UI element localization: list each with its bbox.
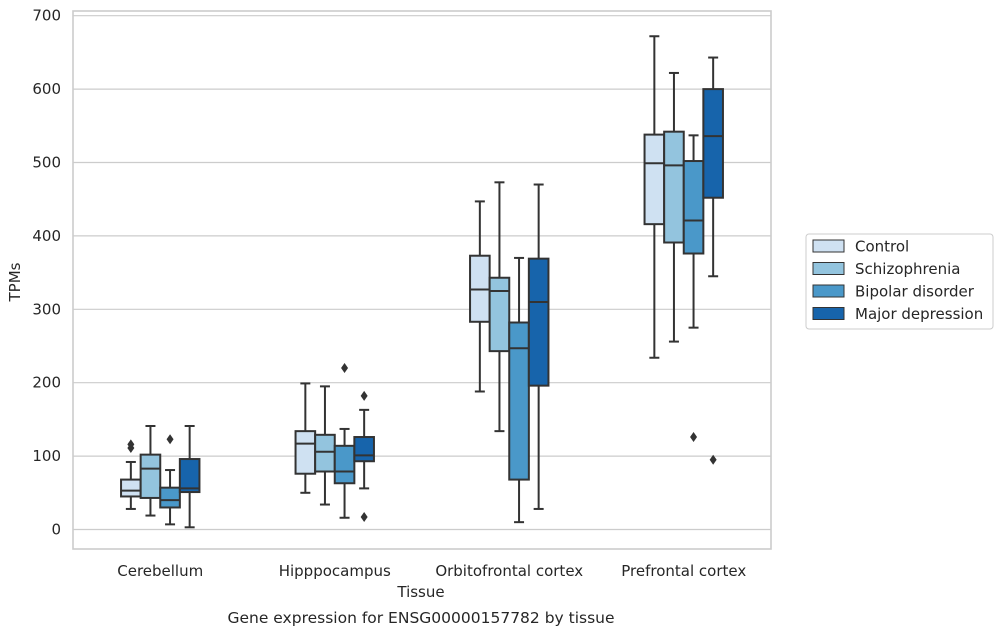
outlier-point bbox=[360, 390, 368, 401]
legend-swatch bbox=[812, 307, 845, 320]
box-plot bbox=[294, 382, 317, 494]
box-plot bbox=[178, 425, 201, 529]
y-tick-label: 200 bbox=[32, 374, 61, 392]
box-iqr bbox=[314, 433, 336, 473]
box-plot bbox=[353, 390, 375, 523]
box-iqr bbox=[353, 436, 375, 463]
y-axis-label: TPMs bbox=[6, 262, 24, 302]
y-grid bbox=[73, 15, 771, 531]
outlier-point bbox=[166, 434, 174, 445]
x-tick-label: Prefrontal cortex bbox=[621, 562, 746, 580]
y-tick-label: 0 bbox=[51, 521, 61, 539]
legend: Control Schizophrenia Bipolar disorder Majo… bbox=[805, 233, 994, 330]
legend-swatch bbox=[812, 239, 845, 253]
outlier-point bbox=[341, 363, 349, 374]
x-tick-label: Hipppocampus bbox=[279, 562, 391, 580]
legend-label: Bipolar disorder bbox=[855, 283, 975, 301]
box-plot bbox=[159, 434, 181, 526]
figure-caption: Gene expression for ENSG00000157782 by t… bbox=[227, 609, 614, 627]
box-iqr bbox=[139, 453, 162, 499]
box-series bbox=[120, 35, 724, 529]
legend-frame bbox=[805, 233, 994, 330]
x-tick-labels: Cerebellum Hipppocampus Orbitofrontal cort… bbox=[117, 562, 746, 580]
box-iqr bbox=[643, 133, 666, 226]
y-tick-label: 400 bbox=[32, 227, 61, 245]
x-axis-label: Tissue bbox=[396, 583, 444, 601]
box-iqr bbox=[294, 430, 317, 475]
box-iqr bbox=[702, 88, 724, 199]
box-iqr bbox=[527, 257, 550, 387]
legend-swatch bbox=[812, 284, 845, 298]
plot-frame bbox=[72, 10, 772, 550]
box-plot bbox=[663, 71, 685, 343]
box-plot bbox=[527, 183, 550, 510]
y-tick-label: 700 bbox=[32, 7, 61, 25]
legend-label: Schizophrenia bbox=[855, 260, 960, 278]
box-plot bbox=[333, 363, 356, 519]
box-iqr bbox=[663, 130, 685, 244]
box-plot bbox=[508, 256, 530, 524]
y-tick-label: 600 bbox=[32, 80, 61, 98]
box-plot bbox=[314, 385, 336, 506]
box-iqr bbox=[120, 478, 142, 498]
box-iqr bbox=[159, 486, 181, 509]
y-tick-label: 500 bbox=[32, 154, 61, 172]
box-plot bbox=[469, 200, 491, 393]
box-iqr bbox=[333, 444, 356, 485]
y-tick-label: 100 bbox=[32, 447, 61, 465]
box-plot bbox=[643, 35, 666, 359]
legend-swatch bbox=[812, 262, 845, 275]
box-plot bbox=[139, 425, 162, 517]
outlier-point bbox=[709, 454, 717, 465]
legend-label: Control bbox=[855, 238, 909, 256]
box-iqr bbox=[508, 321, 530, 481]
outlier-point bbox=[360, 512, 368, 523]
legend-label: Major depression bbox=[855, 305, 983, 323]
box-plot bbox=[702, 56, 724, 465]
box-iqr bbox=[488, 276, 511, 353]
box-plot bbox=[488, 181, 511, 433]
box-plot bbox=[120, 439, 142, 510]
box-iqr bbox=[178, 458, 201, 494]
x-tick-label: Cerebellum bbox=[117, 562, 203, 580]
box-plot bbox=[682, 134, 705, 443]
y-tick-labels: 0 100 200 300 400 500 600 700 bbox=[32, 7, 61, 539]
x-tick-label: Orbitofrontal cortex bbox=[435, 562, 583, 580]
outlier-point bbox=[690, 432, 698, 443]
box-iqr bbox=[682, 160, 705, 255]
outlier-point bbox=[127, 439, 135, 450]
y-tick-label: 300 bbox=[32, 300, 61, 318]
